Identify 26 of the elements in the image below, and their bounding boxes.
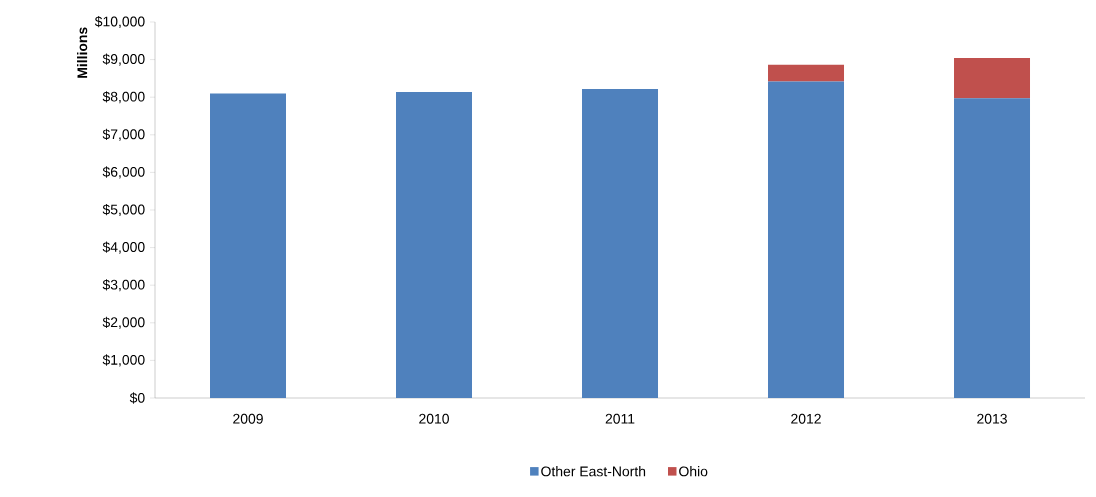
bar [768,64,845,82]
legend-label: Other East-North [541,466,646,477]
bar [954,98,1031,398]
y-tick-label: $9,000 [102,53,145,66]
y-tick-label: $1,000 [102,354,145,367]
x-tick-label: 2012 [791,413,821,424]
y-tick-label: $2,000 [102,316,145,329]
bar [396,91,472,398]
y-tick-label: $8,000 [102,91,145,104]
y-tick-label: $10,000 [94,15,145,29]
bar [582,88,659,398]
y-tick-label: $0 [129,392,145,404]
y-tick-label: $6,000 [102,166,145,179]
bar [768,81,845,398]
bar [954,58,1031,99]
y-tick-label: $7,000 [102,128,145,141]
bar [210,93,286,398]
y-tick-label: $4,000 [102,241,145,254]
y-axis-title: Millions [76,27,88,78]
x-tick-label: 2013 [977,413,1007,424]
x-tick-label: 2009 [233,413,263,424]
y-tick-label: $5,000 [102,203,145,217]
x-tick-label: 2010 [419,413,449,424]
y-tick-label: $3,000 [102,279,145,292]
legend-label: Ohio [679,466,708,477]
x-tick-label: 2011 [605,413,635,424]
